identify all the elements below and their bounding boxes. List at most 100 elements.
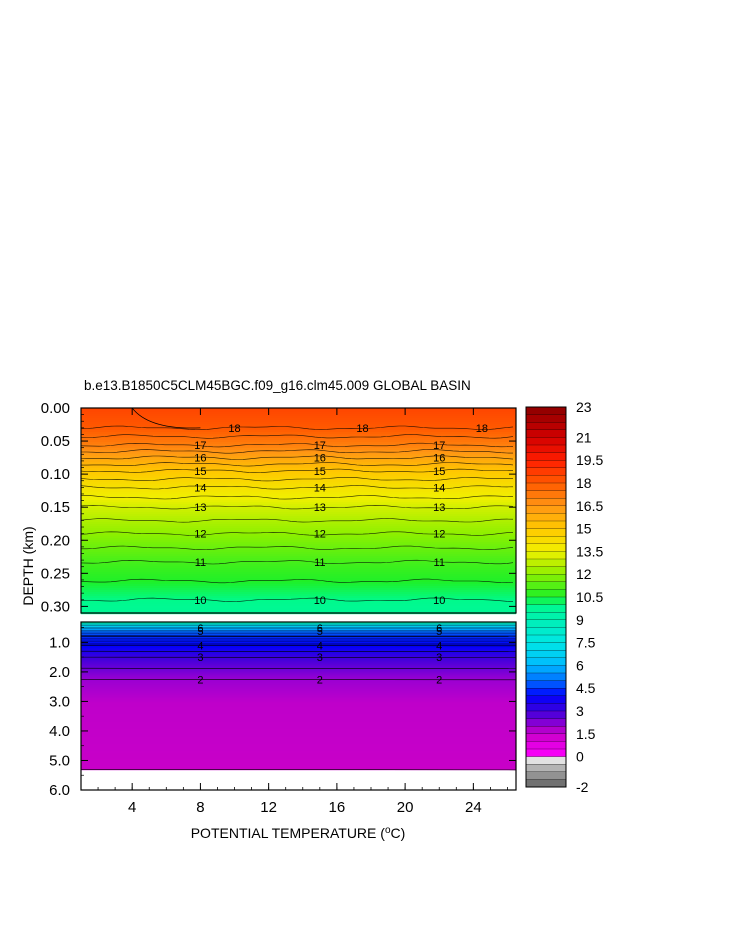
contour-label: 2 (317, 674, 323, 686)
contour-label: 18 (228, 423, 240, 435)
contour-label: 6 (436, 623, 442, 635)
colorbar-swatch (525, 490, 567, 499)
y-tick-label: 2.0 (49, 664, 70, 681)
x-tick-label: 24 (465, 799, 482, 816)
contour-label: 14 (433, 482, 445, 494)
contour-label: 11 (195, 557, 206, 569)
y-tick-label: 6.0 (49, 782, 70, 799)
colorbar-swatch (525, 665, 567, 674)
colorbar-swatch (525, 437, 567, 446)
colorbar-swatch (525, 604, 567, 613)
x-tick-label: 12 (260, 799, 277, 816)
contour-label: 4 (197, 640, 203, 652)
contour-label: 4 (317, 640, 323, 652)
colorbar-swatch (525, 482, 567, 492)
colorbar-swatch (525, 672, 567, 682)
colorbar-swatch (525, 536, 567, 545)
colorbar-swatch (525, 741, 567, 750)
colorbar-tick-label: 7.5 (576, 635, 596, 651)
colorbar-swatch (525, 406, 567, 416)
contour-label: 10 (194, 595, 206, 607)
contour-label: 14 (194, 482, 206, 494)
colorbar-swatch (525, 528, 567, 537)
colorbar-swatch (525, 703, 567, 712)
colorbar-tick-label: 13.5 (576, 543, 603, 559)
colorbar-swatch (525, 581, 567, 590)
colorbar-swatch (525, 733, 567, 742)
x-tick-label: 4 (128, 799, 136, 816)
y-tick-label: 0.05 (41, 433, 70, 450)
colorbar-swatch (525, 513, 567, 522)
contour-label: 10 (433, 595, 445, 607)
colorbar-swatch (525, 657, 567, 666)
colorbar-swatch (525, 688, 567, 697)
colorbar-swatch (525, 467, 567, 476)
colorbar-swatch (525, 452, 567, 461)
y-axis-label: DEPTH (km) (20, 526, 36, 605)
contour-label: 4 (436, 640, 442, 652)
contour-label: 5 (197, 626, 203, 638)
colorbar-tick-label: 4.5 (576, 680, 596, 696)
contour-label: 15 (433, 466, 445, 478)
y-tick-label: 3.0 (49, 693, 70, 710)
contour-label: 17 (433, 440, 445, 452)
contour-label: 17 (194, 440, 206, 452)
contour-label: 5 (436, 626, 442, 638)
contour-label: 13 (433, 502, 445, 514)
colorbar-swatch (525, 498, 567, 507)
colorbar-swatch (525, 551, 567, 560)
contour-label: 2 (197, 674, 203, 686)
colorbar-swatch (525, 779, 567, 788)
contour-label: 18 (476, 423, 488, 435)
colorbar-swatch (525, 695, 567, 704)
colorbar-swatch (525, 596, 567, 606)
colorbar-swatch (525, 589, 567, 598)
contour-label: 11 (314, 557, 325, 569)
contour-label: 12 (314, 529, 326, 541)
colorbar-swatch (525, 650, 567, 659)
colorbar-tick-label: 18 (576, 475, 592, 491)
contour-label: 16 (433, 453, 445, 465)
contour-label: 3 (317, 652, 323, 664)
y-tick-label: 0.20 (41, 532, 70, 549)
colorbar-swatch (525, 748, 567, 758)
colorbar-swatch (525, 764, 567, 773)
x-tick-label: 16 (329, 799, 346, 816)
colorbar-tick-label: 21 (576, 429, 592, 445)
colorbar-swatch (525, 566, 567, 575)
y-tick-label: 4.0 (49, 723, 70, 740)
colorbar-tick-label: 19.5 (576, 452, 603, 468)
y-tick-label: 0.25 (41, 565, 70, 582)
contour-label: 2 (436, 674, 442, 686)
lower-depth-panel: 6 6 65 5 54 4 43 3 32 2 2 (80, 621, 517, 791)
colorbar-tick-label: 10.5 (576, 589, 603, 605)
y-tick-label: 0.10 (41, 466, 70, 483)
y-tick-label: 0.00 (41, 400, 70, 417)
contour-label: 3 (197, 652, 203, 664)
colorbar-tick-label: -2 (576, 779, 589, 795)
contour-label: 18 (356, 423, 368, 435)
contour-label: 3 (436, 652, 442, 664)
colorbar: 23 21 19.5 18 16.5 15 13.5 12 10.5 9 7.5 6 4.5 3 1.5 0 -… (525, 399, 603, 795)
y-tick-label: 1.0 (49, 634, 70, 651)
contour-label: 13 (314, 502, 326, 514)
colorbar-tick-label: 6 (576, 657, 584, 673)
y-axis: 0.00 0.05 0.10 0.15 0.20 0.25 0.30 1.0 2.0 3.0 4.0… (41, 400, 516, 799)
colorbar-tick-label: 9 (576, 612, 584, 628)
colorbar-swatch (525, 460, 567, 469)
colorbar-swatch (525, 642, 567, 651)
contour-label: 13 (194, 502, 206, 514)
contour-label: 11 (434, 557, 445, 569)
y-tick-label: 0.30 (41, 598, 70, 615)
colorbar-tick-label: 12 (576, 566, 592, 582)
y-tick-label: 5.0 (49, 752, 70, 769)
chart-title: b.e13.B1850C5CLM45BGC.f09_g16.clm45.009 … (84, 378, 471, 393)
contour-label: 12 (194, 529, 206, 541)
colorbar-swatch (525, 429, 567, 438)
contour-label: 10 (314, 595, 326, 607)
y-tick-label: 0.15 (41, 499, 70, 516)
contour-label: 16 (194, 453, 206, 465)
contour-label: 16 (314, 453, 326, 465)
x-axis: 4 8 12 16 20 24 (97, 408, 508, 816)
